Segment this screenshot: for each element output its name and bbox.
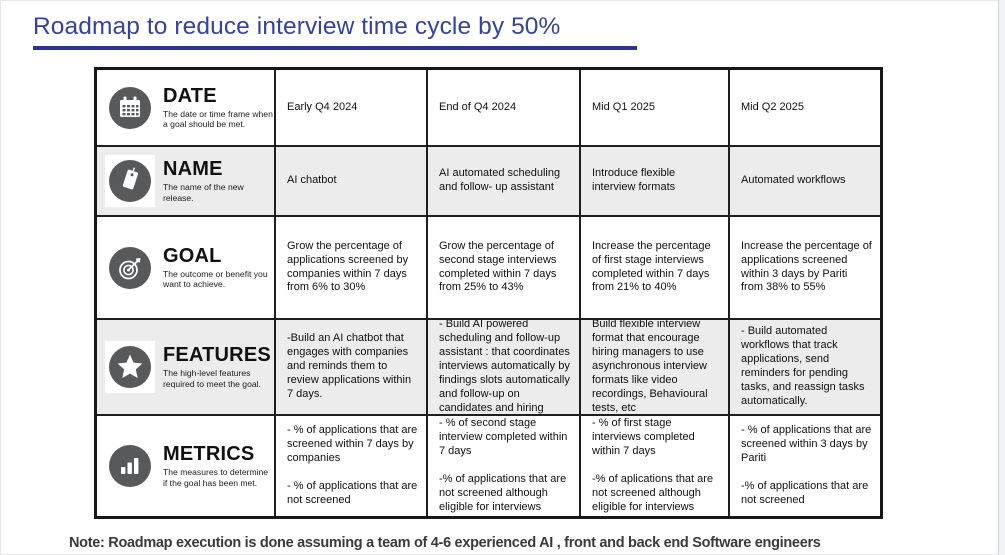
row-description: The outcome or benefit you want to achie…: [163, 268, 268, 289]
cell-date-q4-end: End of Q4 2024: [428, 70, 581, 145]
row-label: METRICS: [163, 443, 255, 466]
row-header-goal: GOAL The outcome or benefit you want to …: [97, 217, 276, 318]
footnote: Note: Roadmap execution is done assuming…: [69, 535, 821, 551]
cell-name-3: Introduce flexible interview formats: [581, 147, 730, 215]
row-description: The high-level features required to meet…: [163, 368, 261, 389]
cell-date-q2-2025: Mid Q2 2025: [741, 100, 804, 113]
cell-features-3: Build flexible interview format that enc…: [581, 320, 730, 414]
row-label-block: NAME The name of the new release.: [163, 159, 274, 203]
title-underline: [33, 46, 637, 50]
cell-metrics-1: - % of applications that are screened wi…: [276, 416, 428, 516]
row-label: FEATURES: [163, 344, 271, 367]
cell-goal-1: Grow the percentage of applications scre…: [276, 217, 428, 318]
table-row-features: FEATURES The high-level features require…: [97, 320, 880, 416]
row-label-block: METRICS The measures to determine if the…: [163, 444, 274, 488]
row-header-date: DATE The date or time frame when a goal …: [97, 70, 276, 145]
cell-name-1: AI chatbot: [276, 147, 428, 215]
cell-features-1: -Build an AI chatbot that engages with c…: [276, 320, 428, 414]
row-label: GOAL: [163, 244, 222, 267]
cell-name-4: Automated workflows: [741, 174, 846, 187]
cell-goal-4: Increase the percentage of applications …: [741, 239, 872, 294]
star-icon: [105, 341, 155, 393]
row-label: NAME: [163, 158, 223, 181]
row-label: DATE: [163, 84, 217, 107]
calendar-icon: [105, 81, 155, 134]
row-header-name: NAME The name of the new release.: [97, 147, 276, 215]
row-header-features: FEATURES The high-level features require…: [97, 320, 276, 414]
bar-chart-icon: [105, 440, 155, 492]
row-description: The name of the new release.: [163, 182, 244, 203]
cell-date-q4-early: Early Q4 2024: [276, 70, 428, 145]
cell-metrics-4: - % of applications that are screened wi…: [741, 424, 872, 506]
target-icon: [105, 241, 155, 294]
cell-features-2: - Build AI powered scheduling and follow…: [428, 320, 581, 414]
cell-goal-2: Grow the percentage of second stage inte…: [428, 217, 581, 318]
table-row-metrics: METRICS The measures to determine if the…: [97, 416, 880, 516]
page-title: Roadmap to reduce interview time cycle b…: [33, 13, 561, 40]
row-label-block: DATE The date or time frame when a goal …: [163, 84, 274, 130]
table-row-date: DATE The date or time frame when a goal …: [97, 70, 880, 147]
cell-metrics-2: - % of second stage interview completed …: [428, 416, 581, 516]
scrollbar-track[interactable]: [998, 0, 1005, 555]
row-header-metrics: METRICS The measures to determine if the…: [97, 416, 276, 516]
cell-name-2: AI automated scheduling and follow- up a…: [428, 147, 581, 215]
row-label-block: GOAL The outcome or benefit you want to …: [163, 244, 274, 290]
cell-date-q1-2025: Mid Q1 2025: [581, 70, 730, 145]
table-row-name: NAME The name of the new release. AI cha…: [97, 147, 880, 217]
row-label-block: FEATURES The high-level features require…: [163, 345, 274, 389]
tag-icon: [105, 155, 155, 207]
cell-goal-3: Increase the percentage of first stage i…: [581, 217, 730, 318]
cell-features-4: - Build automated workflows that track a…: [741, 325, 865, 407]
cell-metrics-3: - % of first stage interviews completed …: [581, 416, 730, 516]
row-description: The date or time frame when a goal shoul…: [163, 108, 273, 129]
roadmap-table: DATE The date or time frame when a goal …: [94, 67, 883, 519]
table-row-goal: GOAL The outcome or benefit you want to …: [97, 217, 880, 320]
row-description: The measures to determine if the goal ha…: [163, 467, 269, 488]
